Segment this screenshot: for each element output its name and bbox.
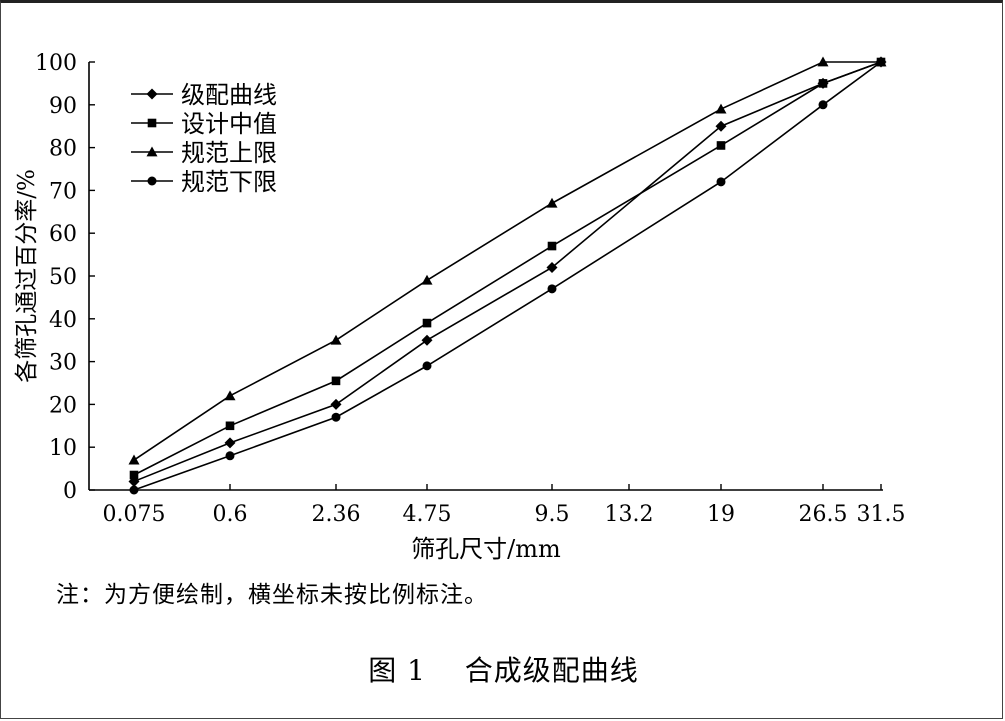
data-point-square: [225, 421, 235, 431]
y-axis-title: 各筛孔通过百分率/%: [14, 169, 40, 383]
data-point-circle: [422, 361, 432, 371]
x-tick-label: 4.75: [403, 502, 452, 527]
legend-label: 规范上限: [181, 139, 277, 167]
y-tick-label: 60: [49, 222, 77, 247]
data-point-diamond: [330, 398, 342, 410]
y-tick-label: 20: [49, 393, 77, 418]
data-point-circle: [876, 57, 886, 67]
y-tick-label: 100: [35, 51, 77, 76]
data-point-square: [422, 318, 432, 328]
data-point-triangle: [546, 197, 558, 208]
series-line-square: [133, 61, 882, 476]
legend-label: 规范下限: [181, 168, 277, 196]
x-tick-label: 0.6: [213, 502, 248, 527]
data-point-diamond: [546, 261, 558, 273]
x-tick-label: 31.5: [857, 502, 906, 527]
data-point-circle: [716, 177, 726, 187]
y-tick-label: 90: [49, 94, 77, 119]
legend-marker-diamond: [146, 88, 158, 100]
y-tick-label: 50: [49, 265, 77, 290]
data-point-triangle: [224, 390, 236, 401]
series-line-circle: [133, 61, 882, 491]
x-tick-label: 19: [707, 502, 735, 527]
chart: 0 10 20 30 40 50 60 70 80 90 100 0.075 0.6 2.36 4.75 9.…: [14, 51, 906, 563]
series-line-diamond: [133, 61, 882, 483]
data-point-diamond: [224, 437, 236, 449]
y-tick-label: 10: [49, 436, 77, 461]
data-point-square: [129, 470, 139, 480]
legend-label: 设计中值: [181, 110, 277, 138]
legend-marker-square: [147, 118, 157, 128]
data-point-triangle: [421, 274, 433, 285]
data-point-circle: [331, 412, 341, 422]
x-tick-label: 9.5: [535, 502, 570, 527]
data-point-triangle: [330, 334, 342, 345]
legend-marker-circle: [147, 176, 157, 186]
data-point-circle: [225, 451, 235, 461]
data-point-square: [547, 241, 557, 251]
data-point-triangle: [817, 56, 829, 67]
figure-caption: 图 1 合成级配曲线: [368, 654, 639, 687]
x-tick-label: 0.075: [103, 502, 166, 527]
legend-label: 级配曲线: [181, 81, 277, 109]
y-tick-label: 30: [49, 351, 77, 376]
data-point-circle: [129, 485, 139, 495]
y-tick-label: 80: [49, 137, 77, 162]
figure-note: 注：为方便绘制，横坐标未按比例标注。: [56, 582, 488, 608]
data-point-circle: [818, 100, 828, 110]
data-point-circle: [547, 284, 557, 294]
data-point-diamond: [421, 334, 433, 346]
data-point-square: [716, 141, 726, 150]
x-axis-title: 筛孔尺寸/mm: [411, 535, 561, 563]
y-tick-label: 70: [49, 179, 77, 204]
data-point-triangle: [715, 103, 727, 114]
y-tick-label: 40: [49, 308, 77, 333]
data-point-triangle: [128, 454, 140, 465]
data-point-diamond: [715, 120, 727, 132]
data-point-square: [818, 79, 828, 88]
x-tick-label: 2.36: [312, 502, 361, 527]
x-tick-label: 13.2: [605, 502, 654, 527]
legend-marker-triangle: [146, 146, 158, 157]
y-tick-label: 0: [63, 479, 77, 504]
series-line-triangle: [133, 61, 881, 461]
x-tick-label: 26.5: [799, 502, 848, 527]
data-point-square: [331, 376, 341, 386]
